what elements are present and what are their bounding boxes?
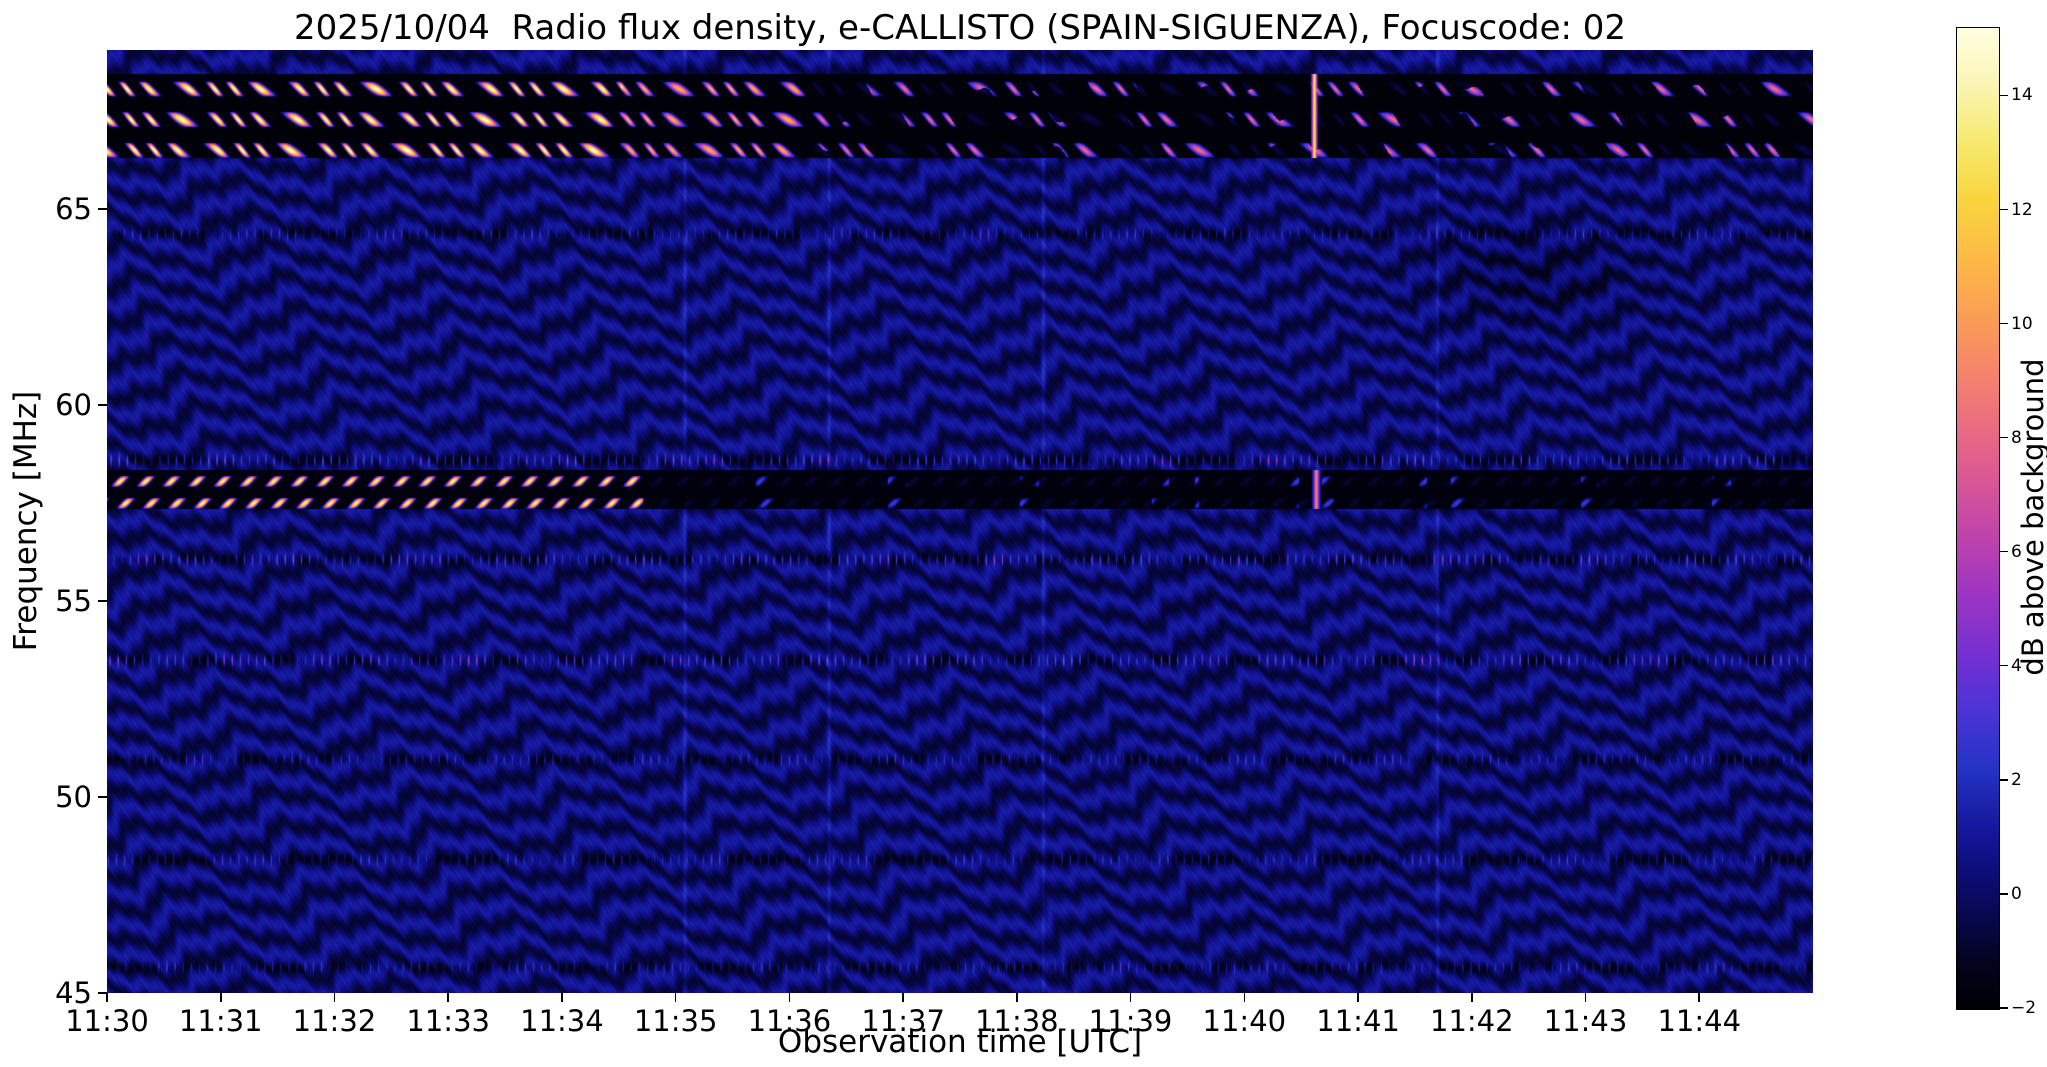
y-tick-label: 50 (55, 779, 92, 814)
x-tick-mark (1471, 993, 1473, 1002)
colorbar-tick-mark (2000, 779, 2008, 781)
y-tick-mark (98, 208, 107, 210)
x-tick-mark (333, 993, 336, 1002)
x-tick-mark (1016, 993, 1018, 1002)
x-tick-mark (902, 993, 904, 1002)
y-tick-mark (98, 404, 107, 406)
x-tick-label: 11:37 (861, 1004, 945, 1038)
x-tick-mark (1698, 993, 1701, 1002)
y-tick-mark (98, 992, 107, 994)
colorbar-tick-label: 12 (2011, 199, 2033, 220)
colorbar-tick-label: 10 (2011, 313, 2033, 334)
x-tick-mark (1129, 993, 1132, 1002)
colorbar-tick-label: 6 (2011, 541, 2022, 562)
x-axis-label: Observation time [UTC] (777, 1024, 1143, 1060)
colorbar-tick-label: −2 (2011, 998, 2037, 1018)
x-tick-mark (219, 993, 222, 1002)
x-tick-label: 11:31 (178, 1004, 263, 1038)
spectrogram-canvas (107, 50, 1813, 993)
colorbar-tick-label: 4 (2011, 655, 2022, 676)
y-axis-label: Frequency [MHz] (8, 390, 44, 652)
colorbar-tick-mark (2000, 893, 2008, 895)
x-tick-label: 11:40 (1202, 1004, 1287, 1038)
y-tick-mark (98, 600, 107, 602)
y-tick-label: 55 (55, 583, 92, 618)
x-tick-label: 11:42 (1430, 1004, 1514, 1038)
colorbar-tick-mark (2000, 322, 2008, 325)
y-tick-mark (98, 796, 107, 798)
x-tick-label: 11:32 (292, 1004, 377, 1038)
y-tick-label: 65 (55, 191, 92, 226)
x-tick-mark (447, 993, 449, 1002)
x-tick-label: 11:38 (975, 1004, 1059, 1038)
colorbar (1956, 27, 2000, 1010)
x-tick-label: 11:36 (747, 1004, 832, 1038)
y-tick-label: 45 (55, 976, 92, 1010)
x-tick-mark (1243, 993, 1246, 1002)
colorbar-tick-label: 0 (2011, 883, 2022, 904)
colorbar-tick-mark (2000, 1007, 2008, 1009)
x-tick-label: 11:39 (1088, 1004, 1173, 1038)
chart-title: 2025/10/04 Radio flux density, e-CALLIST… (293, 8, 1627, 48)
colorbar-tick-mark (2000, 436, 2008, 439)
colorbar-tick-mark (2000, 208, 2008, 211)
x-tick-mark (1357, 993, 1359, 1002)
colorbar-tick-label: 2 (2011, 769, 2022, 790)
colorbar-tick-label: 8 (2011, 427, 2022, 448)
x-tick-label: 11:34 (520, 1004, 604, 1038)
x-tick-label: 11:30 (65, 1004, 149, 1038)
colorbar-tick-label: 14 (2011, 85, 2033, 106)
x-tick-mark (674, 993, 677, 1002)
y-tick-label: 60 (55, 387, 92, 422)
x-tick-mark (561, 993, 563, 1002)
x-tick-mark (1584, 993, 1587, 1002)
colorbar-tick-mark (2000, 94, 2008, 97)
x-tick-label: 11:43 (1543, 1004, 1628, 1038)
x-tick-mark (788, 993, 791, 1002)
x-tick-label: 11:41 (1316, 1004, 1400, 1038)
x-tick-label: 11:33 (406, 1004, 490, 1038)
x-tick-mark (106, 993, 108, 1002)
colorbar-tick-mark (2000, 665, 2008, 667)
colorbar-tick-mark (2000, 551, 2008, 553)
x-tick-label: 11:44 (1657, 1004, 1742, 1038)
x-tick-label: 11:35 (633, 1004, 718, 1038)
